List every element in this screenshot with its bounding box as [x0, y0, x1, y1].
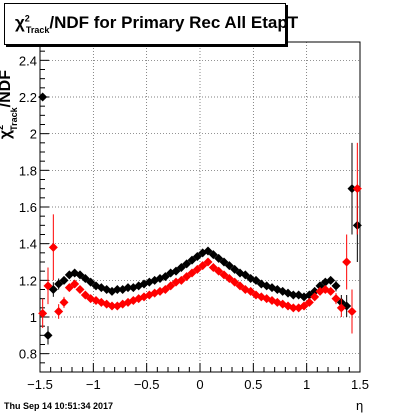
- black-data-point: [347, 184, 357, 194]
- red-data-point: [310, 292, 320, 302]
- black-data-point: [288, 290, 298, 300]
- black-data-point: [310, 286, 320, 296]
- x-axis-label: η: [356, 398, 363, 413]
- red-data-point: [43, 281, 53, 291]
- x-tick-label: 1: [303, 377, 310, 392]
- black-data-point: [208, 250, 218, 260]
- y-tick-label: 1.2: [19, 273, 37, 288]
- red-data-point: [70, 279, 80, 289]
- chart-title-box: χ2Track/NDF for Primary Rec All EtapT: [4, 3, 298, 45]
- x-tick-label: 1.5: [351, 377, 369, 392]
- black-data-point: [331, 281, 341, 291]
- axes: −1.5 −1 −0.5 0 0.5 1 1.5 0.8 1 1.2 1.4 1.6 1.8 2 2.2 2.…: [19, 50, 369, 392]
- red-data-point: [166, 281, 176, 291]
- timestamp: Thu Sep 14 10:51:34 2017: [4, 401, 113, 411]
- red-data-point: [326, 286, 336, 296]
- black-data-point: [187, 255, 197, 265]
- red-data-point: [192, 264, 202, 274]
- black-data-point: [326, 275, 336, 285]
- black-data-point: [123, 283, 133, 293]
- red-data-point: [176, 275, 186, 285]
- chart-title: χ2Track/NDF for Primary Rec All EtapT: [15, 13, 299, 35]
- red-data-point: [347, 307, 357, 316]
- y-tick-label: 1.6: [19, 200, 37, 215]
- black-data-point: [224, 261, 234, 271]
- red-data-point: [107, 301, 117, 311]
- grid: [40, 42, 360, 372]
- red-data-point: [304, 297, 314, 307]
- red-data-point: [342, 257, 352, 267]
- y-tick-label: 1: [30, 310, 37, 325]
- black-data-point: [86, 277, 96, 287]
- y-tick-label: 0.8: [19, 347, 37, 362]
- x-tick-label: −0.5: [134, 377, 160, 392]
- y-tick-label: 1.8: [19, 163, 37, 178]
- black-data-point: [182, 259, 192, 269]
- red-data-point: [352, 184, 362, 194]
- red-data-point: [48, 242, 58, 252]
- red-data-point: [331, 294, 341, 304]
- black-data-point: [112, 285, 122, 294]
- x-tick-label: −1.5: [27, 377, 53, 392]
- data-series: [38, 92, 362, 345]
- red-data-point: [75, 285, 85, 294]
- black-data-point: [43, 330, 53, 340]
- black-data-point: [59, 275, 69, 285]
- y-tick-label: 1.4: [19, 237, 37, 252]
- red-data-point: [59, 297, 69, 307]
- black-data-point: [192, 252, 202, 261]
- red-data-point: [203, 257, 213, 267]
- y-tick-label: 2: [30, 127, 37, 142]
- red-data-point: [214, 266, 224, 276]
- y-axis-label: χ2Track/NDF: [0, 70, 19, 139]
- x-tick-label: −1: [86, 377, 101, 392]
- red-data-point: [336, 303, 346, 313]
- red-data-point: [230, 277, 240, 287]
- x-tick-label: 0: [196, 377, 203, 392]
- red-data-point: [54, 307, 64, 316]
- red-data-point: [38, 308, 48, 318]
- y-tick-label: 2.4: [19, 53, 37, 68]
- red-data-point: [288, 303, 298, 313]
- y-tick-label: 2.2: [19, 90, 37, 105]
- black-data-point: [38, 92, 48, 102]
- x-tick-label: 0.5: [244, 377, 262, 392]
